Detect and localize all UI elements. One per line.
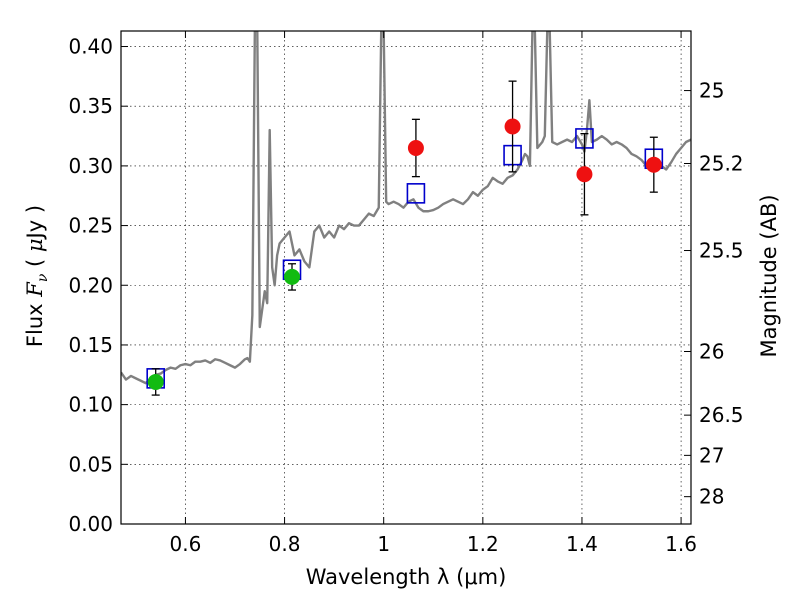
x-tick-label: 1.2 <box>467 532 499 556</box>
spectrum-line <box>121 31 691 385</box>
y-tick-label: 0.20 <box>68 273 113 297</box>
observed-flux-point <box>576 166 593 183</box>
x-tick-label: 0.8 <box>269 532 301 556</box>
right-tick-label: 28 <box>699 485 724 509</box>
y-tick-label: 0.35 <box>68 94 113 118</box>
right-tick-label: 26.5 <box>699 403 744 427</box>
plot-frame <box>120 30 692 525</box>
x-tick-label: 1.4 <box>566 532 598 556</box>
right-axis-label: Magnitude (AB) <box>757 194 781 357</box>
grid <box>121 31 691 525</box>
right-tick-label: 25.2 <box>699 152 744 176</box>
y-tick-label: 0.25 <box>68 214 113 238</box>
right-tick-label: 25.5 <box>699 239 744 263</box>
observed-flux-point <box>147 373 164 390</box>
observed-flux-point <box>504 118 521 135</box>
observed-flux-point <box>284 268 300 285</box>
x-tick-label: 1 <box>377 532 390 556</box>
plot-area <box>121 31 691 396</box>
x-tick-label: 1.6 <box>665 532 697 556</box>
y-tick-label: 0.15 <box>68 333 113 357</box>
right-tick-label: 26 <box>699 340 724 364</box>
model-photometry-marker <box>406 183 426 204</box>
right-tick-label: 27 <box>699 443 724 467</box>
y-tick-label: 0.30 <box>68 154 113 178</box>
observed-flux-point <box>407 139 424 156</box>
x-axis-label: Wavelength λ (μm) <box>306 565 507 589</box>
y-tick-label: 0.05 <box>68 452 113 476</box>
x-tick-label: 0.6 <box>170 532 202 556</box>
right-tick-label: 25 <box>699 79 724 103</box>
y-tick-label: 0.00 <box>68 512 113 536</box>
y-axis-label: Flux Fν ( μJy ) <box>23 205 51 347</box>
observed-flux-point <box>645 156 662 173</box>
ticks: 0.6 0.8 1 1.2 1.4 1.6 0.00 0.05 0.10 0.15 0.20 0.25… <box>68 31 744 556</box>
y-tick-label: 0.40 <box>68 35 113 59</box>
y-tick-label: 0.10 <box>68 393 113 417</box>
